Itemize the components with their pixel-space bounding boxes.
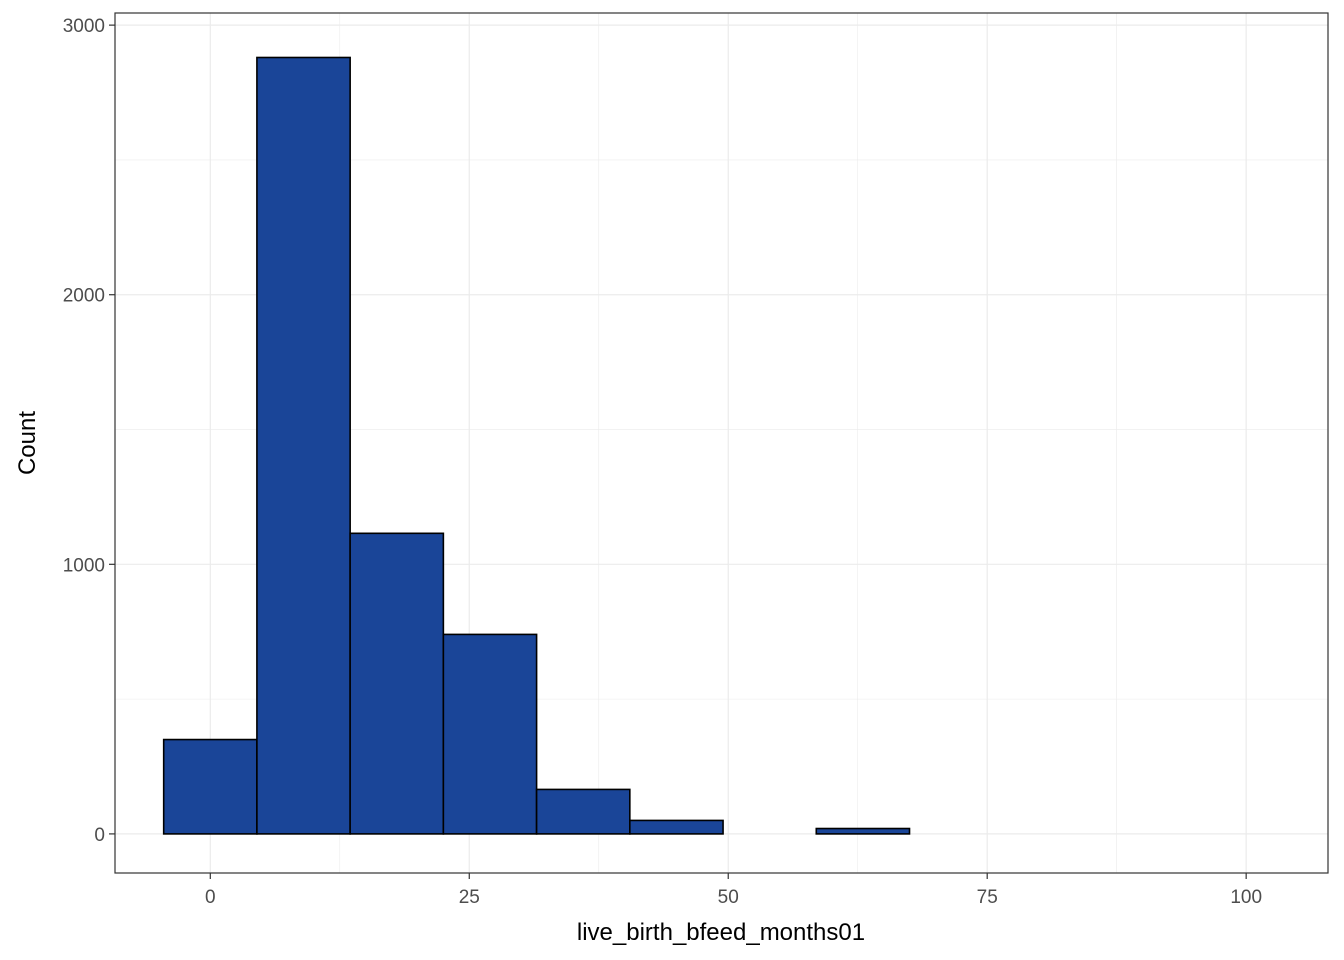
histogram-bars (162, 56, 911, 835)
histogram-bar (349, 532, 445, 835)
histogram-bar (442, 633, 538, 835)
y-tick-label: 3000 (63, 16, 105, 37)
x-axis-title: live_birth_bfeed_months01 (577, 919, 865, 946)
histogram-bar (629, 819, 724, 835)
x-tick-label: 50 (718, 887, 739, 908)
histogram-bar (815, 827, 911, 835)
x-tick-label: 100 (1230, 887, 1262, 908)
histogram-bar (535, 788, 631, 835)
histogram-bar (256, 56, 351, 835)
y-tick-label: 2000 (63, 286, 105, 307)
y-axis-ticks: 0 1000 2000 3000 (63, 16, 115, 846)
x-tick-label: 75 (977, 887, 998, 908)
y-tick-label: 1000 (63, 555, 105, 576)
x-tick-label: 25 (459, 887, 480, 908)
y-tick-label: 0 (94, 825, 105, 846)
y-axis-title: Count (14, 411, 41, 475)
x-tick-label: 0 (205, 887, 216, 908)
x-axis-ticks: 0 25 50 75 100 (205, 873, 1262, 908)
panel-border (114, 12, 1329, 874)
histogram-bar (162, 738, 258, 835)
major-gridlines (115, 13, 1328, 873)
